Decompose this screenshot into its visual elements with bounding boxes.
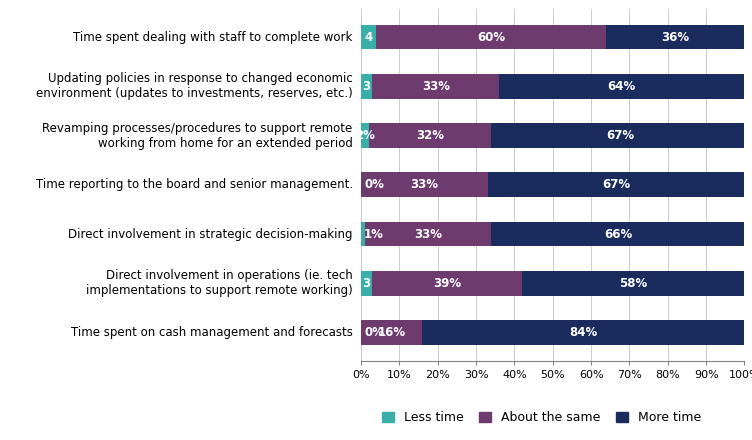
Bar xyxy=(361,123,368,148)
Text: 64%: 64% xyxy=(608,80,636,93)
Text: 84%: 84% xyxy=(569,326,598,339)
Bar xyxy=(487,172,744,197)
Text: 3: 3 xyxy=(362,80,371,93)
Bar xyxy=(372,271,522,296)
Bar xyxy=(361,172,487,197)
Bar xyxy=(522,271,744,296)
Text: 58%: 58% xyxy=(619,277,647,290)
Text: 60%: 60% xyxy=(478,31,505,44)
Text: 33%: 33% xyxy=(422,80,450,93)
Text: 66%: 66% xyxy=(604,227,632,241)
Text: 0%: 0% xyxy=(364,326,384,339)
Bar xyxy=(499,74,744,99)
Text: 1%: 1% xyxy=(364,227,384,241)
Bar xyxy=(606,25,744,49)
Bar xyxy=(376,25,606,49)
Text: 0%: 0% xyxy=(364,178,384,191)
Text: 3: 3 xyxy=(362,277,371,290)
Bar xyxy=(365,222,491,246)
Bar xyxy=(372,74,499,99)
Text: 32%: 32% xyxy=(416,129,444,142)
Bar xyxy=(491,123,748,148)
Text: 39%: 39% xyxy=(433,277,461,290)
Bar xyxy=(361,320,423,345)
Text: 2%: 2% xyxy=(355,129,374,142)
Text: 36%: 36% xyxy=(661,31,690,44)
Bar xyxy=(361,222,365,246)
Text: 16%: 16% xyxy=(378,326,406,339)
Text: 67%: 67% xyxy=(602,178,630,191)
Text: 33%: 33% xyxy=(411,178,438,191)
Bar xyxy=(423,320,744,345)
Legend: Less time, About the same, More time: Less time, About the same, More time xyxy=(377,407,706,429)
Bar xyxy=(368,123,491,148)
Bar xyxy=(361,25,376,49)
Bar xyxy=(361,271,372,296)
Text: 4: 4 xyxy=(365,31,373,44)
Bar xyxy=(491,222,744,246)
Text: 33%: 33% xyxy=(414,227,442,241)
Text: 67%: 67% xyxy=(606,129,634,142)
Bar xyxy=(361,74,372,99)
